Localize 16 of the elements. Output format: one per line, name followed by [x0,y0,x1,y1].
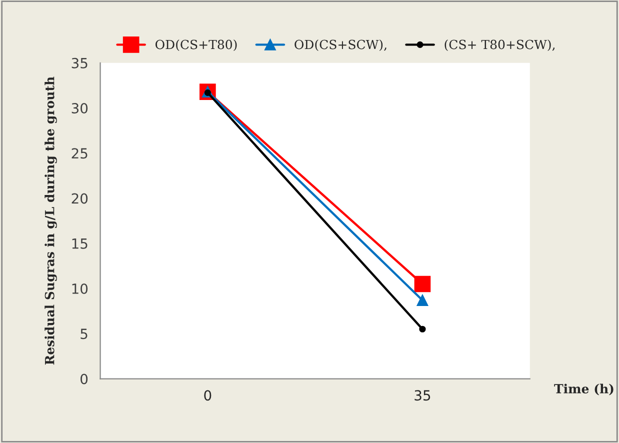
point [416,294,428,306]
y-tick-label: 20 [72,193,88,204]
legend-label: OD(CS+T80) [156,40,237,52]
x-axis-title: Time (h) [554,384,614,396]
y-tick-label: 35 [72,58,88,68]
y-tick-label: 10 [72,283,88,294]
point [414,276,431,292]
legend-label: OD(CS+SCW), [294,40,386,52]
y-tick-label: 5 [80,328,88,340]
legend-label: (CS+ T80+SCW), [444,40,555,52]
y-tick-label: 0 [80,374,88,384]
y-tick-label: 30 [72,102,88,114]
y-axis-title: Residual Sugras in g/L during the grouth [44,76,57,365]
y-tick-label: 15 [72,238,88,249]
point [419,326,426,332]
y-tick-label: 25 [72,148,88,159]
